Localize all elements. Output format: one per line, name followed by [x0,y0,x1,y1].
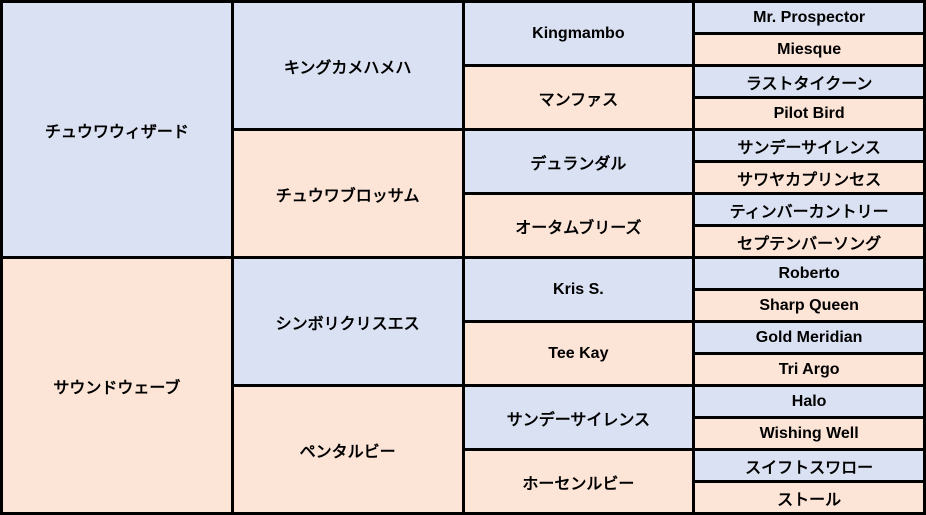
pedigree-cell-gen3-0: Kingmambo [461,0,696,67]
pedigree-cell-gen3-7: ホーセンルビー [461,448,696,515]
table-row: Wishing Well [2,416,926,451]
pedigree-cell-gen4-5: サワヤカプリンセス [692,160,926,195]
pedigree-cell-gen4-4: サンデーサイレンス [692,128,926,163]
table-row: ホーセンルビー スイフトスワロー [2,448,926,515]
pedigree-cell-gen4-3: Pilot Bird [692,96,926,131]
table-row: ストール [2,480,926,515]
table-row: ペンタルビー サンデーサイレンス Halo [2,384,926,515]
pedigree-cell-gen4-14: スイフトスワロー [692,448,926,483]
pedigree-cell-gen2-1: チュウワブロッサム [230,128,465,259]
pedigree-cell-gen2-3: ペンタルビー [230,384,465,515]
pedigree-cell-gen2-2: シンボリクリスエス [230,256,465,387]
pedigree-cell-gen4-15: ストール [692,480,926,515]
pedigree-cell-gen4-0: Mr. Prospector [692,0,926,35]
table-row: Miesque [2,32,926,67]
table-row: サウンドウェーブ シンボリクリスエス Kris S. Roberto [0,256,926,515]
table-row: サワヤカプリンセス [2,160,926,195]
pedigree-cell-gen4-9: Sharp Queen [692,288,926,323]
pedigree-cell-gen3-5: Tee Kay [461,320,696,387]
table-row: Tee Kay Gold Meridian [2,320,926,387]
table-row: オータムブリーズ ティンバーカントリー [2,192,926,259]
table-row: マンファス ラストタイクーン [2,64,926,131]
pedigree-cell-gen4-11: Tri Argo [692,352,926,387]
pedigree-cell-gen1-0: チュウワウィザード [0,0,234,259]
table-row: チュウワウィザード キングカメハメハ Kingmambo Mr. Prospec… [0,0,926,259]
table-row: チュウワブロッサム デュランダル サンデーサイレンス [2,128,926,259]
pedigree-cell-gen3-6: サンデーサイレンス [461,384,696,451]
pedigree-cell-gen2-0: キングカメハメハ [230,0,465,131]
pedigree-cell-gen1-1: サウンドウェーブ [0,256,234,515]
pedigree-cell-gen4-12: Halo [692,384,926,419]
pedigree-cell-gen4-10: Gold Meridian [692,320,926,355]
pedigree-cell-gen4-8: Roberto [692,256,926,291]
pedigree-cell-gen4-13: Wishing Well [692,416,926,451]
pedigree-cell-gen4-6: ティンバーカントリー [692,192,926,227]
table-row: セプテンバーソング [2,224,926,259]
pedigree-cell-gen3-2: デュランダル [461,128,696,195]
pedigree-cell-gen4-7: セプテンバーソング [692,224,926,259]
table-row: Sharp Queen [2,288,926,323]
table-row: Pilot Bird [2,96,926,131]
pedigree-cell-gen3-1: マンファス [461,64,696,131]
pedigree-cell-gen3-3: オータムブリーズ [461,192,696,259]
pedigree-cell-gen3-4: Kris S. [461,256,696,323]
pedigree-cell-gen4-2: ラストタイクーン [692,64,926,99]
table-row: Tri Argo [2,352,926,387]
pedigree-cell-gen4-1: Miesque [692,32,926,67]
